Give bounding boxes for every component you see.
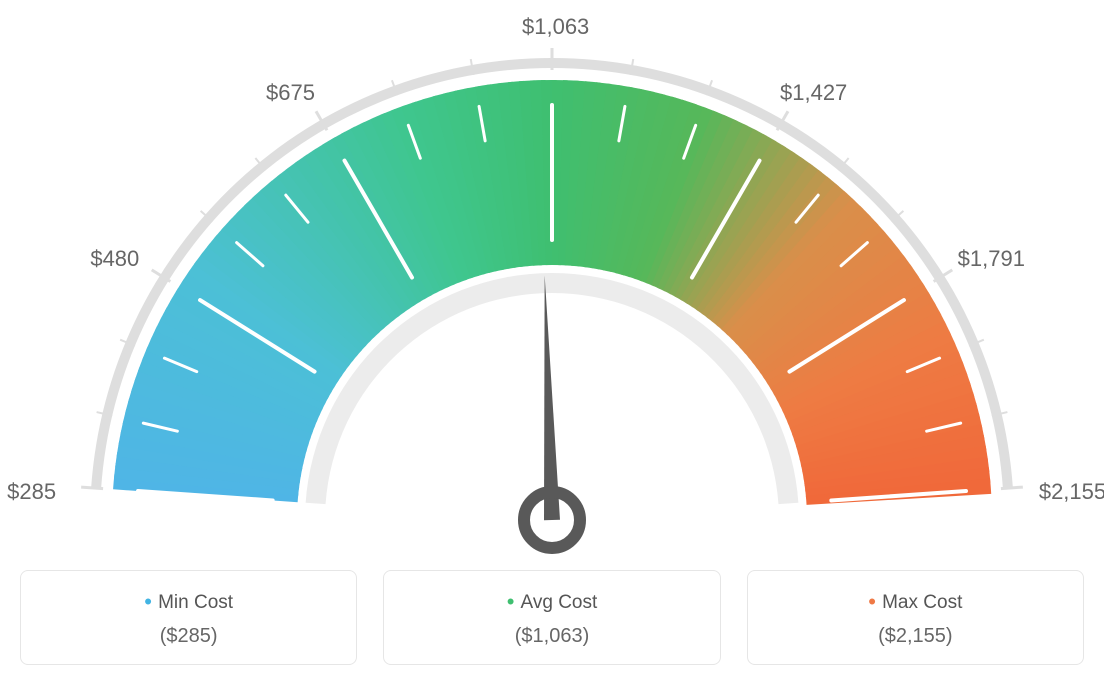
gauge-tick-label: $1,791 — [958, 246, 1025, 272]
legend-min-card: Min Cost ($285) — [20, 570, 357, 665]
gauge-tick-label: $480 — [90, 246, 139, 272]
legend-min-value: ($285) — [31, 625, 346, 648]
legend-avg-value: ($1,063) — [394, 625, 709, 648]
gauge-svg — [20, 20, 1084, 560]
legend-max-value: ($2,155) — [758, 625, 1073, 648]
gauge-tick-label: $1,063 — [522, 14, 589, 40]
gauge-tick-label: $675 — [266, 80, 315, 106]
cost-gauge-chart: $285$480$675$1,063$1,427$1,791$2,155 — [20, 20, 1084, 560]
legend-min-label: Min Cost — [31, 589, 346, 615]
legend-row: Min Cost ($285) Avg Cost ($1,063) Max Co… — [20, 570, 1084, 665]
gauge-tick-label: $2,155 — [1039, 479, 1104, 505]
legend-avg-label: Avg Cost — [394, 589, 709, 615]
legend-max-card: Max Cost ($2,155) — [747, 570, 1084, 665]
gauge-tick-label: $1,427 — [780, 80, 847, 106]
gauge-tick-label: $285 — [7, 479, 56, 505]
legend-avg-card: Avg Cost ($1,063) — [383, 570, 720, 665]
legend-max-label: Max Cost — [758, 589, 1073, 615]
